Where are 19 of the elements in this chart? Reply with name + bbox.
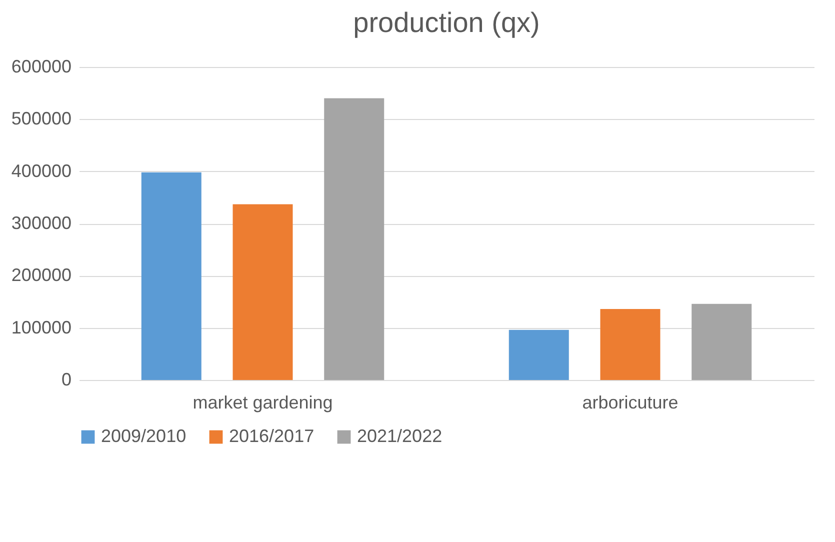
bar [232,204,293,380]
bar [600,309,660,380]
y-tick-label: 200000 [11,265,72,286]
y-tick-label: 100000 [11,317,72,338]
bar [324,98,384,380]
bar [692,304,752,380]
bar [508,330,569,380]
y-tick-label: 400000 [11,160,72,181]
y-tick-label: 0 [61,370,72,390]
x-tick-label: arboricuture [582,392,678,412]
bar [141,172,202,380]
x-tick-label: market gardening [192,392,333,412]
y-tick-label: 500000 [11,108,72,129]
y-tick-label: 300000 [11,213,72,233]
legend-label: 2016/2017 [229,426,314,446]
legend-label: 2021/2022 [357,426,442,446]
y-tick-label: 600000 [11,56,72,76]
chart-title: production (qx) [353,7,540,38]
legend-label: 2009/2010 [101,426,186,446]
